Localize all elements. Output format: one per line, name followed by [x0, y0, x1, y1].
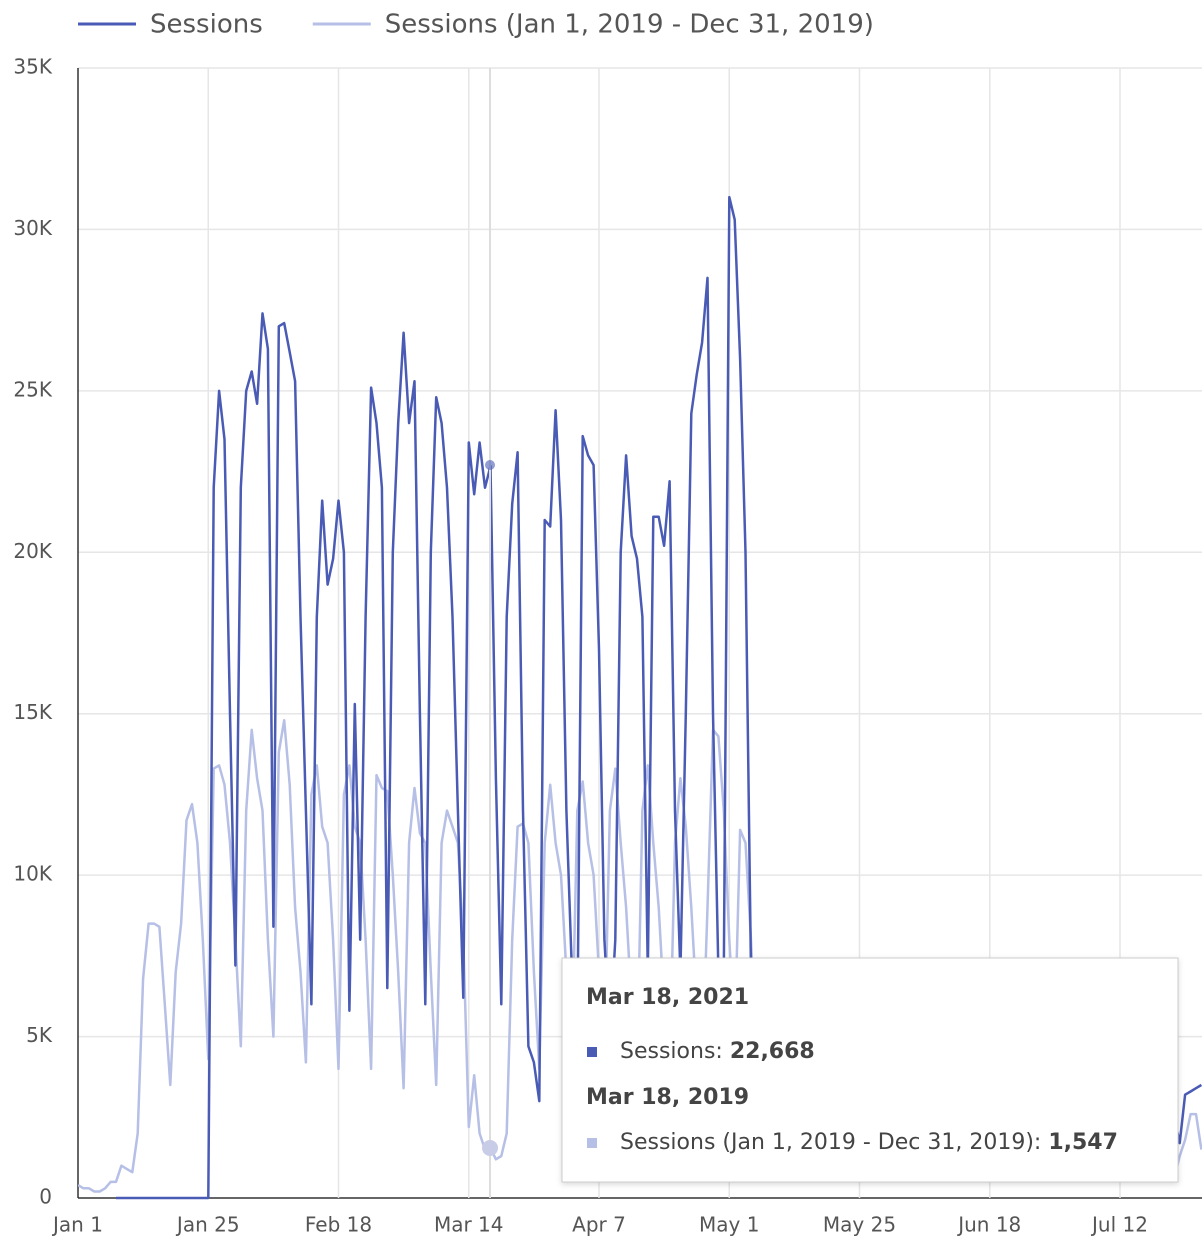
- x-tick-label: Jan 25: [175, 1213, 240, 1237]
- tooltip-series: Sessions:: [620, 1039, 723, 1064]
- tooltip-box: [561, 957, 1179, 1183]
- tooltip-value: 1,547: [1048, 1130, 1118, 1155]
- y-tick-label: 15K: [13, 700, 52, 724]
- hover-dot: [485, 460, 495, 470]
- tooltip-date: Mar 18, 2019: [586, 1085, 749, 1110]
- y-tick-label: 25K: [13, 377, 52, 401]
- tooltip-value: 22,668: [730, 1039, 815, 1064]
- tooltip: Mar 18, 2021 Sessions: 22,668 Mar 18, 20…: [561, 957, 1179, 1183]
- hover-dot: [482, 1140, 498, 1156]
- tooltip-label: Sessions: 22,668: [620, 1039, 815, 1064]
- tooltip-label: Sessions (Jan 1, 2019 - Dec 31, 2019): 1…: [620, 1130, 1118, 1155]
- x-tick-label: Apr 7: [572, 1213, 626, 1237]
- y-tick-label: 5K: [26, 1023, 53, 1047]
- tooltip-swatch: [587, 1138, 597, 1148]
- tooltip-date: Mar 18, 2021: [586, 985, 749, 1010]
- x-tick-label: May 25: [823, 1213, 896, 1237]
- tooltip-swatch: [587, 1047, 597, 1057]
- x-tick-label: Jul 12: [1090, 1213, 1148, 1237]
- x-tick-label: Jun 18: [956, 1213, 1021, 1237]
- legend: Sessions Sessions (Jan 1, 2019 - Dec 31, …: [78, 10, 874, 40]
- tooltip-series: Sessions (Jan 1, 2019 - Dec 31, 2019):: [620, 1130, 1041, 1155]
- legend-label: Sessions: [150, 10, 263, 40]
- y-tick-label: 30K: [13, 216, 52, 240]
- x-tick-label: May 1: [699, 1213, 759, 1237]
- legend-label: Sessions (Jan 1, 2019 - Dec 31, 2019): [385, 10, 874, 40]
- x-tick-label: Mar 14: [434, 1213, 504, 1237]
- y-tick-label: 10K: [13, 862, 52, 886]
- y-tick-label: 20K: [13, 539, 52, 563]
- x-tick-label: Jan 1: [51, 1213, 103, 1237]
- x-tick-label: Feb 18: [305, 1213, 372, 1237]
- y-tick-label: 35K: [13, 55, 52, 79]
- y-tick-label: 0: [39, 1185, 52, 1209]
